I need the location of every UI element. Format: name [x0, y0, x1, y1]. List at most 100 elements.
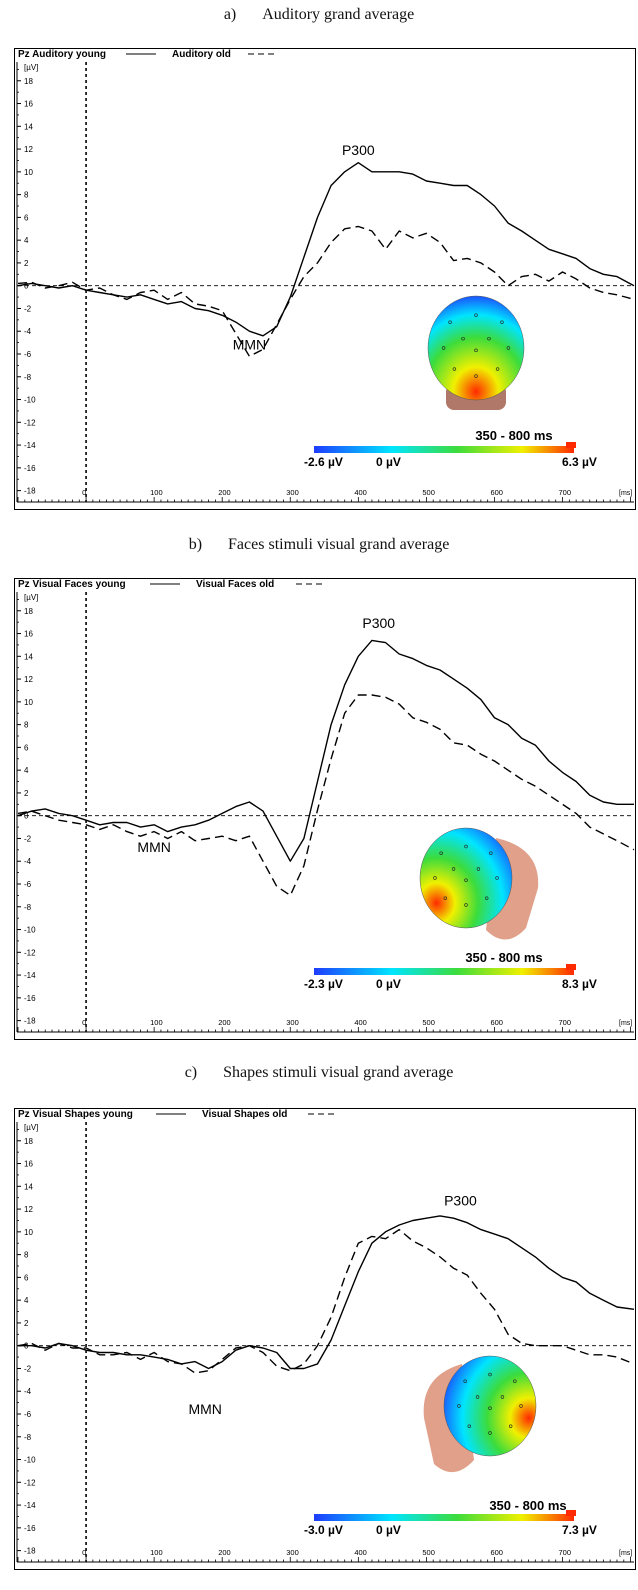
y-tick-label: -10 [24, 396, 36, 405]
series-line-old [17, 694, 635, 897]
y-tick-label: -12 [24, 1478, 36, 1487]
y-tick-label: -12 [24, 418, 36, 427]
x-tick-label: 100 [150, 1018, 163, 1027]
electrode-dot [464, 878, 468, 882]
y-tick-label: 2 [24, 1319, 29, 1328]
panel-b-chart: Pz Visual Faces young Visual Faces old [µV… [14, 578, 636, 1040]
y-tick-label: 14 [24, 122, 33, 131]
panel-b-caption-letter: b) [188, 536, 203, 553]
panel-c-chart: Pz Visual Shapes young Visual Shapes old [… [14, 1108, 636, 1570]
x-tick-label: 200 [218, 1548, 231, 1557]
x-tick-label: 400 [354, 488, 367, 497]
x-tick-label: 500 [422, 1548, 435, 1557]
legend-old-label: Auditory old [172, 49, 231, 60]
y-tick-label: -8 [24, 1433, 32, 1442]
electrode-dot [464, 903, 468, 907]
y-tick-label: 16 [24, 1160, 33, 1169]
colorbar [314, 968, 574, 975]
panel-a-caption-letter: a) [223, 6, 237, 23]
x-tick-label: 200 [218, 488, 231, 497]
series-line-young [18, 1215, 635, 1370]
y-tick-label: -8 [24, 373, 32, 382]
electrode-dot [495, 367, 500, 371]
y-tick-label: 10 [24, 698, 33, 707]
plot-frame [14, 578, 636, 1040]
legend-old-label: Visual Faces old [196, 579, 274, 590]
y-tick-label: -2 [24, 1364, 32, 1373]
y-tick-label: 8 [24, 721, 29, 730]
y-tick-label: 10 [24, 168, 33, 177]
y-tick-label: 18 [24, 77, 33, 86]
panel-a-caption-text: Auditory grand average [262, 6, 415, 23]
colorbar [314, 446, 574, 453]
y-tick-label: -2 [24, 834, 32, 843]
panel-b-caption-text: Faces stimuli visual grand average [228, 536, 450, 553]
series-line-young [17, 162, 635, 337]
legend-old-label: Visual Shapes old [202, 1109, 287, 1120]
plot-frame [14, 1108, 636, 1570]
x-tick-label: 700 [559, 488, 572, 497]
peak-label-mmn: MMN [233, 336, 266, 352]
colorbar-max-marker [566, 964, 576, 970]
electrode-dot [488, 1372, 492, 1377]
x-axis-unit: [ms] [619, 1550, 632, 1557]
y-tick-label: 0 [24, 812, 29, 821]
electrode-dot [513, 1379, 517, 1383]
y-tick-label: 8 [24, 191, 29, 200]
electrode-dot [448, 320, 452, 324]
colorbar-max-marker [566, 442, 576, 448]
peak-label-p300: P300 [342, 142, 375, 158]
x-tick-label: 200 [218, 1018, 231, 1027]
y-tick-label: -14 [24, 971, 36, 980]
electrode-dot [475, 1395, 480, 1399]
y-tick-label: -12 [24, 948, 36, 957]
colorbar-max-marker [566, 1510, 576, 1516]
y-tick-label: 4 [24, 236, 29, 245]
y-tick-label: -6 [24, 350, 32, 359]
electrode-dot [488, 1431, 492, 1435]
electrode-dot [500, 320, 504, 324]
y-tick-label: 16 [24, 630, 33, 639]
plot-frame [14, 48, 636, 510]
electrode-dot [464, 844, 468, 849]
legend-young-label: Pz Visual Shapes young [18, 1109, 133, 1120]
panel-a-chart: Pz Auditory young Auditory old [µV] 18 16 14 1… [14, 48, 636, 510]
colorbar-zero-label: 0 µV [376, 977, 401, 991]
series-line-old [17, 1228, 635, 1374]
y-tick-label: -14 [24, 1501, 36, 1510]
y-tick-label: -16 [24, 994, 36, 1003]
y-tick-label: -10 [24, 926, 36, 935]
y-tick-label: 16 [24, 100, 33, 109]
y-tick-label: 2 [24, 259, 29, 268]
x-tick-label: 500 [422, 1018, 435, 1027]
electrode-dot [467, 1424, 471, 1428]
topomap-head [443, 1355, 537, 1457]
y-tick-label: 0 [24, 282, 29, 291]
y-tick-label: 8 [24, 1251, 29, 1260]
electrode-dot [500, 1395, 505, 1399]
electrode-dot [489, 851, 493, 855]
x-tick-label: 600 [490, 1548, 503, 1557]
y-tick-label: -6 [24, 1410, 32, 1419]
y-tick-label: 2 [24, 789, 29, 798]
electrode-dot [476, 867, 481, 871]
colorbar [314, 1514, 574, 1521]
peak-label-p300: P300 [362, 615, 395, 631]
colorbar-zero-label: 0 µV [376, 1523, 401, 1537]
y-axis-unit: [µV] [24, 1123, 38, 1132]
electrode-dot [461, 336, 465, 341]
y-tick-label: -16 [24, 1524, 36, 1533]
electrode-dot [463, 1379, 467, 1383]
y-tick-label: 18 [24, 607, 33, 616]
electrode-dot [485, 896, 489, 900]
x-tick-label: 0 [82, 488, 86, 497]
colorbar-min-label: -3.0 µV [304, 1523, 343, 1537]
legend-young-label: Pz Visual Faces young [18, 579, 126, 590]
y-tick-label: 18 [24, 1137, 33, 1146]
topomap-head [419, 827, 513, 929]
y-tick-label: -4 [24, 1387, 32, 1396]
electrode-dot [439, 851, 443, 855]
electrode-dot [495, 876, 499, 880]
electrode-dot [443, 896, 447, 900]
y-tick-label: 14 [24, 1182, 33, 1191]
